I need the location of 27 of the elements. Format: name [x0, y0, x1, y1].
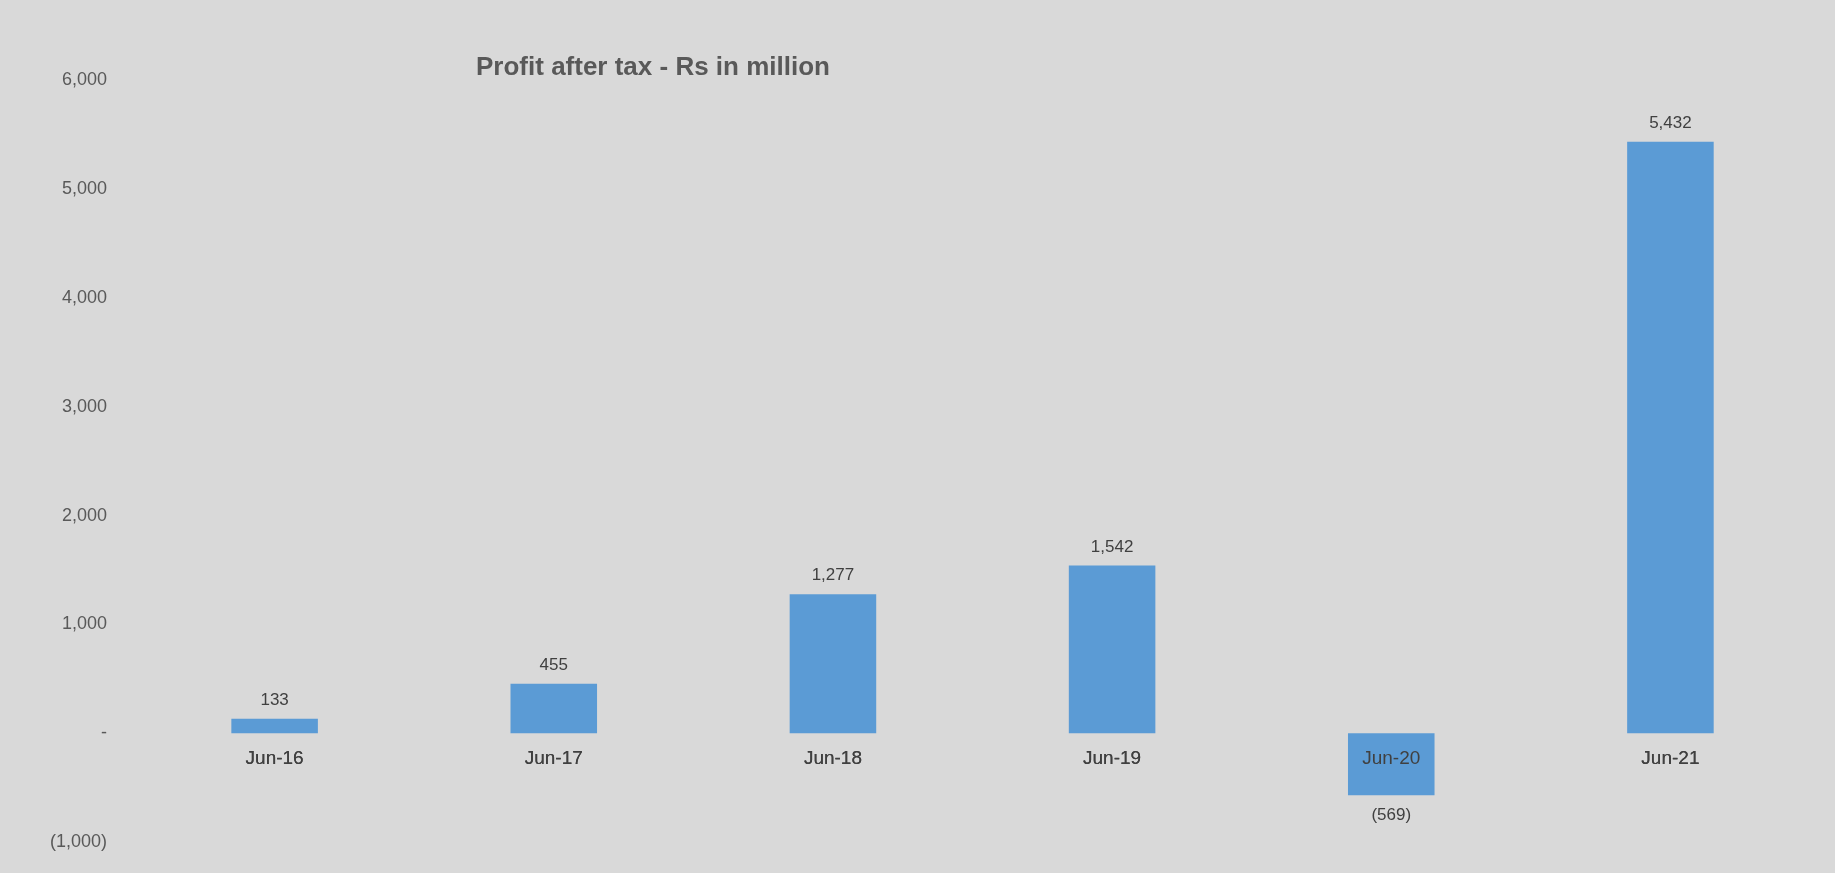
- bar: [231, 718, 318, 734]
- y-tick-label: 3,000: [61, 395, 108, 416]
- data-label: 1,277: [811, 565, 855, 585]
- y-tick-label: -: [101, 722, 108, 743]
- bar: [510, 683, 598, 734]
- y-tick-label: (1,000): [49, 831, 108, 852]
- x-tick-label: Jun-18: [803, 746, 862, 768]
- data-label: 133: [260, 690, 289, 710]
- bar: [1627, 141, 1714, 734]
- x-tick-label: Jun-20: [1362, 746, 1421, 768]
- data-label: 1,542: [1090, 536, 1134, 556]
- y-tick-label: 2,000: [61, 504, 108, 525]
- x-tick-label: Jun-21: [1641, 746, 1700, 768]
- x-tick-label: Jun-16: [245, 746, 304, 768]
- data-label: (569): [1371, 805, 1412, 825]
- x-tick-label: Jun-17: [524, 746, 583, 768]
- y-tick-label: 1,000: [61, 613, 108, 634]
- data-label: 455: [539, 654, 568, 674]
- chart-title: Profit after tax - Rs in million: [476, 51, 830, 82]
- data-label: 5,432: [1649, 113, 1692, 133]
- y-tick-label: 5,000: [61, 177, 108, 198]
- bar: [1068, 565, 1156, 734]
- y-tick-label: 6,000: [61, 68, 108, 89]
- bar: [789, 594, 877, 734]
- x-tick-label: Jun-19: [1083, 746, 1142, 768]
- y-tick-label: 4,000: [61, 286, 108, 307]
- bar: [1347, 733, 1435, 796]
